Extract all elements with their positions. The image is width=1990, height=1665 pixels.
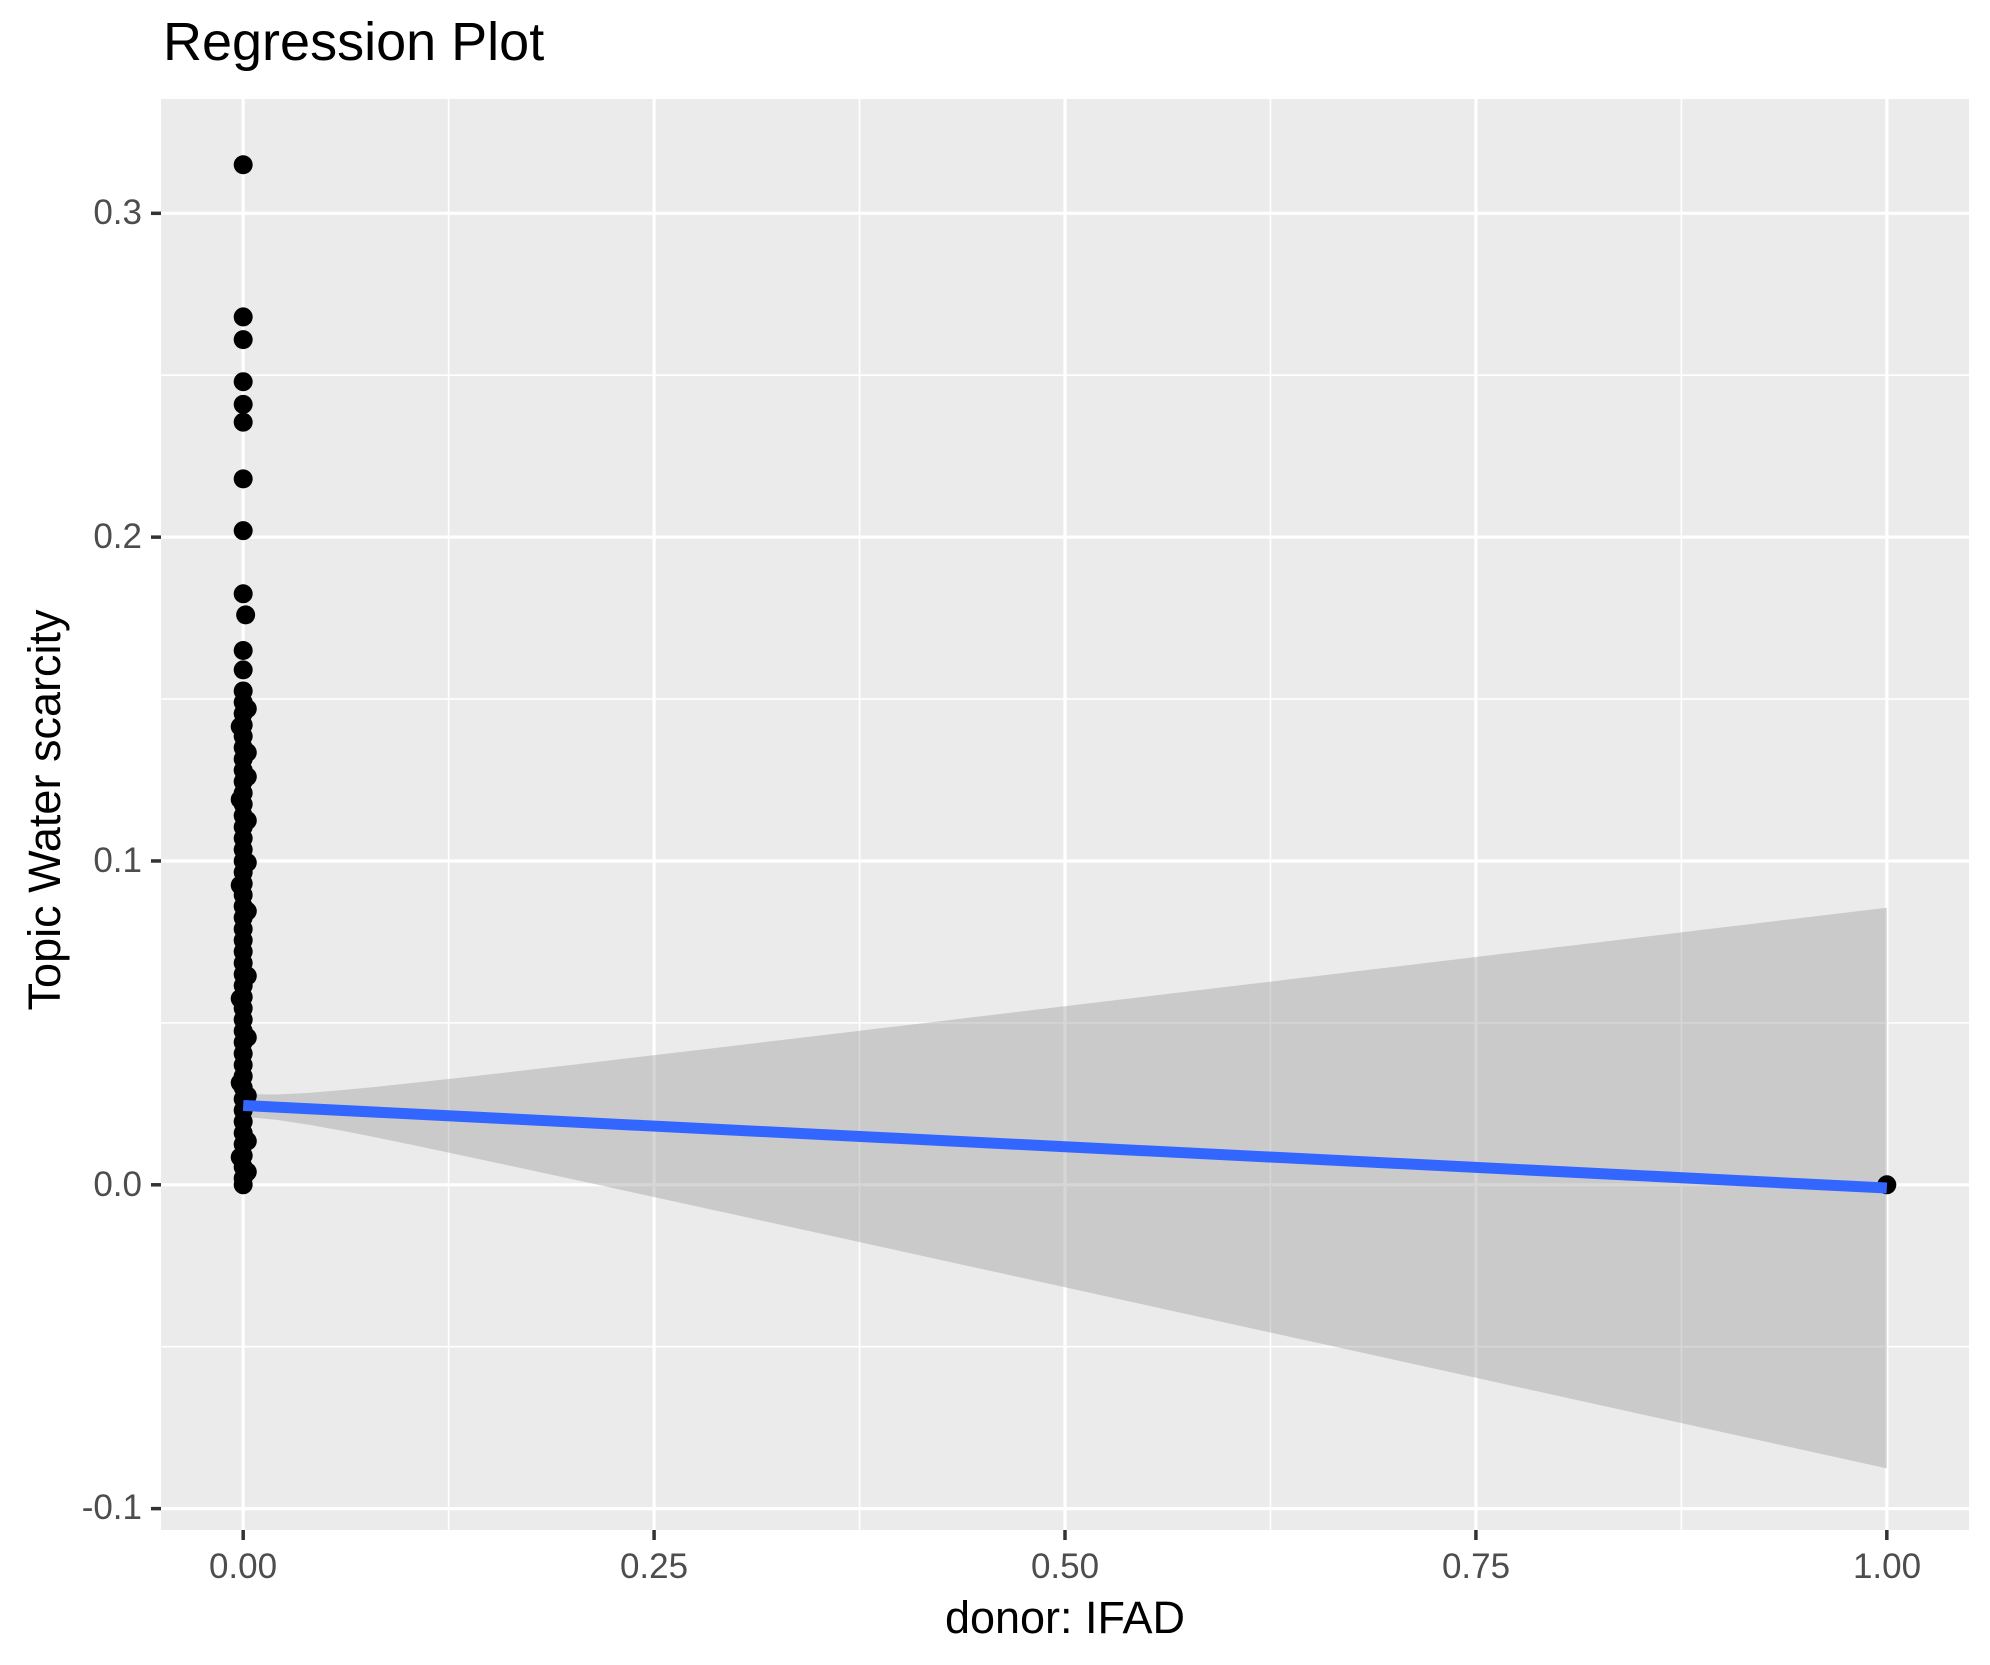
data-point [233,307,253,327]
data-point [237,810,257,830]
plot-title: Regression Plot [163,12,545,72]
x-axis-title: donor: IFAD [944,1592,1186,1643]
y-tick-label-2: 0.1 [93,841,142,880]
y-tick-label-4: -0.1 [81,1488,142,1527]
data-point [233,412,253,432]
data-point [237,1027,257,1047]
data-point [233,640,253,660]
y-tick-label-1: 0.2 [93,517,142,556]
data-point [230,717,250,737]
x-tick-label-3: 0.75 [1441,1547,1511,1586]
x-tick-label-2: 0.50 [1030,1547,1100,1586]
regression-line [242,1099,1888,1194]
data-point [237,853,257,873]
data-point [233,330,253,350]
data-point [233,584,253,604]
y-tick-label-0: 0.3 [93,193,142,232]
data-point [230,875,250,895]
data-point [230,989,250,1009]
x-tick-label-0: 0.00 [208,1547,278,1586]
x-tick-label-1: 0.25 [619,1547,689,1586]
data-point [233,521,253,541]
data-point [233,469,253,489]
data-point [230,1147,250,1167]
data-point [230,1073,250,1093]
data-point [236,605,256,625]
data-point [233,372,253,392]
data-point [233,660,253,680]
data-point [237,966,257,986]
y-axis-title: Topic Water scarcity [19,609,70,1011]
data-point [237,1131,257,1151]
data-point [233,155,253,175]
x-tick-label-4: 1.00 [1852,1547,1922,1586]
y-tick-label-3: 0.0 [93,1165,142,1204]
confidence-band [243,907,1887,1469]
data-point [237,1162,257,1182]
data-point [233,394,253,414]
data-point [237,767,257,787]
data-point [237,742,257,762]
data-point [237,901,257,921]
data-point [230,789,250,809]
data-point [237,699,257,719]
